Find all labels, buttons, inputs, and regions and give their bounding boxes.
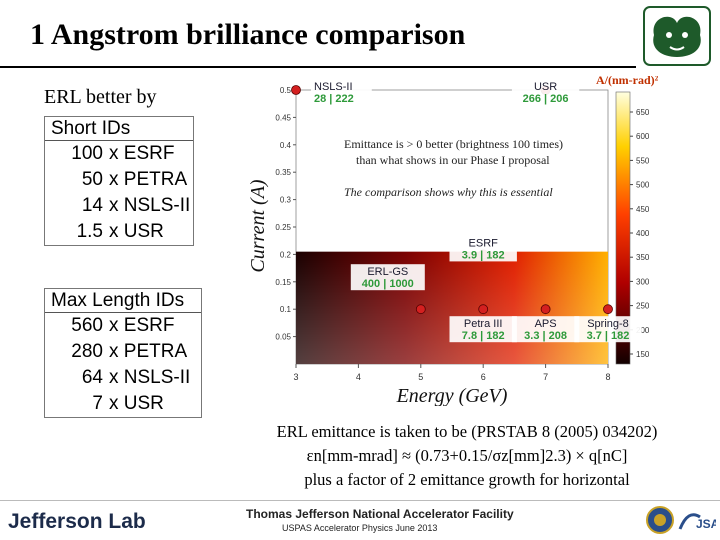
facility-label-bg bbox=[449, 235, 517, 262]
colorbar-tick-label: 400 bbox=[636, 229, 650, 238]
svg-text:JSA: JSA bbox=[696, 517, 716, 531]
facility-values: 3.3 | 208 bbox=[524, 330, 567, 342]
table-row: 64 x NSLS-II bbox=[81, 367, 191, 388]
max-ids-table: Max Length IDs 560 x ESRF 280 x PETRA 64 x … bbox=[44, 288, 202, 418]
subhead: ERL better by bbox=[44, 86, 157, 108]
colorbar-tick-label: 450 bbox=[636, 205, 650, 214]
x-axis-label: Energy (GeV) bbox=[396, 385, 508, 406]
facility-name: USR bbox=[534, 81, 557, 93]
facility-values: 266 | 206 bbox=[523, 93, 569, 105]
colorbar bbox=[615, 91, 631, 365]
x-tick-label: 3 bbox=[293, 372, 298, 382]
colorbar-tick-label: 200 bbox=[636, 326, 650, 335]
y-tick-label: 0.2 bbox=[280, 250, 292, 259]
facility-name: Thomas Jefferson National Accelerator Fa… bbox=[246, 507, 514, 521]
facility-point bbox=[540, 304, 551, 315]
facility-point bbox=[415, 304, 426, 315]
short-ids-header: Short IDs bbox=[45, 117, 193, 141]
colorbar-tick-label: 650 bbox=[636, 108, 650, 117]
annotation: than what shows in our Phase I proposal bbox=[356, 153, 550, 167]
facility-values: 7.8 | 182 bbox=[462, 330, 505, 342]
facility-point bbox=[478, 304, 489, 315]
y-tick-label: 0.4 bbox=[280, 141, 292, 150]
ram-logo-icon bbox=[643, 6, 711, 66]
facility-name: APS bbox=[535, 318, 557, 330]
facility-point bbox=[603, 304, 613, 315]
annotation: The comparison shows why this is essenti… bbox=[344, 185, 553, 199]
y-tick-label: 0.35 bbox=[275, 168, 291, 177]
y-tick-label: 0.3 bbox=[280, 196, 292, 205]
table-row: 14 x NSLS-II bbox=[81, 195, 191, 216]
facility-label-bg bbox=[511, 79, 580, 105]
jefferson-lab-logo: Jefferson Lab bbox=[8, 510, 146, 533]
colorbar-tick-label: 150 bbox=[636, 350, 650, 359]
facility-label-bg bbox=[574, 316, 642, 343]
y-tick-label: 0.25 bbox=[275, 223, 291, 232]
facility-name: ESRF bbox=[469, 237, 499, 249]
colorbar-tick-label: 500 bbox=[636, 181, 650, 190]
colorbar-tick-label: 300 bbox=[636, 277, 650, 286]
facility-name: Spring-8 bbox=[587, 318, 629, 330]
brilliance-chart: 3 4 5 6 7 8 0.05 0.1 0.15 0.2 0.25 0.3 0.35 0.4 0.45 0.… bbox=[247, 76, 659, 406]
y-axis-label: Current (A) bbox=[247, 179, 269, 272]
max-ids-header: Max Length IDs bbox=[45, 289, 201, 313]
slide-title: 1 Angstrom brilliance comparison bbox=[30, 18, 466, 51]
facility-label-bg bbox=[511, 316, 580, 343]
x-tick-label: 6 bbox=[481, 372, 486, 382]
emittance-note: ERL emittance is taken to be (PRSTAB 8 (… bbox=[232, 420, 702, 492]
x-tick-label: 8 bbox=[605, 372, 610, 382]
facility-name: ERL-GS bbox=[367, 266, 408, 278]
facility-values: 28 | 222 bbox=[314, 93, 354, 105]
footer-divider bbox=[0, 500, 720, 501]
facility-values: 3.9 | 182 bbox=[462, 249, 505, 261]
y-tick-label: 0.1 bbox=[280, 305, 292, 314]
facility-label-bg bbox=[350, 264, 425, 291]
table-row: 1.5 x USR bbox=[76, 221, 164, 242]
table-row: 100 x ESRF bbox=[71, 143, 175, 164]
short-ids-table: Short IDs 100 x ESRF 50 x PETRA 14 x NSLS-I… bbox=[44, 116, 194, 246]
x-tick-label: 7 bbox=[543, 372, 548, 382]
annotation: Emittance is > 0 better (brightness 100 … bbox=[344, 137, 563, 151]
y-tick-label: 0.05 bbox=[275, 333, 291, 342]
table-row: 280 x PETRA bbox=[71, 341, 188, 362]
table-row: 50 x PETRA bbox=[81, 169, 188, 190]
facility-name: NSLS-II bbox=[314, 81, 353, 93]
x-tick-label: 4 bbox=[356, 372, 361, 382]
title-divider bbox=[0, 66, 636, 68]
heatmap-shade bbox=[296, 251, 608, 364]
facility-values: 400 | 1000 bbox=[362, 278, 414, 290]
facility-name: Petra III bbox=[464, 318, 503, 330]
facility-label-bg bbox=[449, 316, 517, 343]
x-tick-label: 5 bbox=[418, 372, 423, 382]
colorbar-label: A/(nm-rad)² bbox=[596, 76, 659, 87]
colorbar-tick-label: 250 bbox=[636, 302, 650, 311]
table-row: 560 x ESRF bbox=[71, 315, 175, 336]
facility-point bbox=[291, 85, 301, 95]
note-line: εn[mm-mrad] ≈ (0.73+0.15/σz[mm]2.3) × q[… bbox=[306, 446, 628, 465]
y-tick-label: 0.5 bbox=[280, 86, 292, 95]
colorbar-tick-label: 600 bbox=[636, 132, 650, 141]
course-label: USPAS Accelerator Physics June 2013 bbox=[282, 523, 438, 533]
note-line: plus a factor of 2 emittance growth for … bbox=[304, 470, 630, 489]
y-tick-label: 0.15 bbox=[275, 278, 291, 287]
y-tick-label: 0.45 bbox=[275, 113, 291, 122]
facility-values: 3.7 | 182 bbox=[587, 330, 630, 342]
sponsor-seals-icon: JSA bbox=[646, 506, 716, 534]
colorbar-tick-label: 350 bbox=[636, 253, 650, 262]
facility-label-bg bbox=[311, 79, 372, 105]
colorbar-tick-label: 550 bbox=[636, 156, 650, 165]
note-line: ERL emittance is taken to be (PRSTAB 8 (… bbox=[276, 422, 658, 441]
